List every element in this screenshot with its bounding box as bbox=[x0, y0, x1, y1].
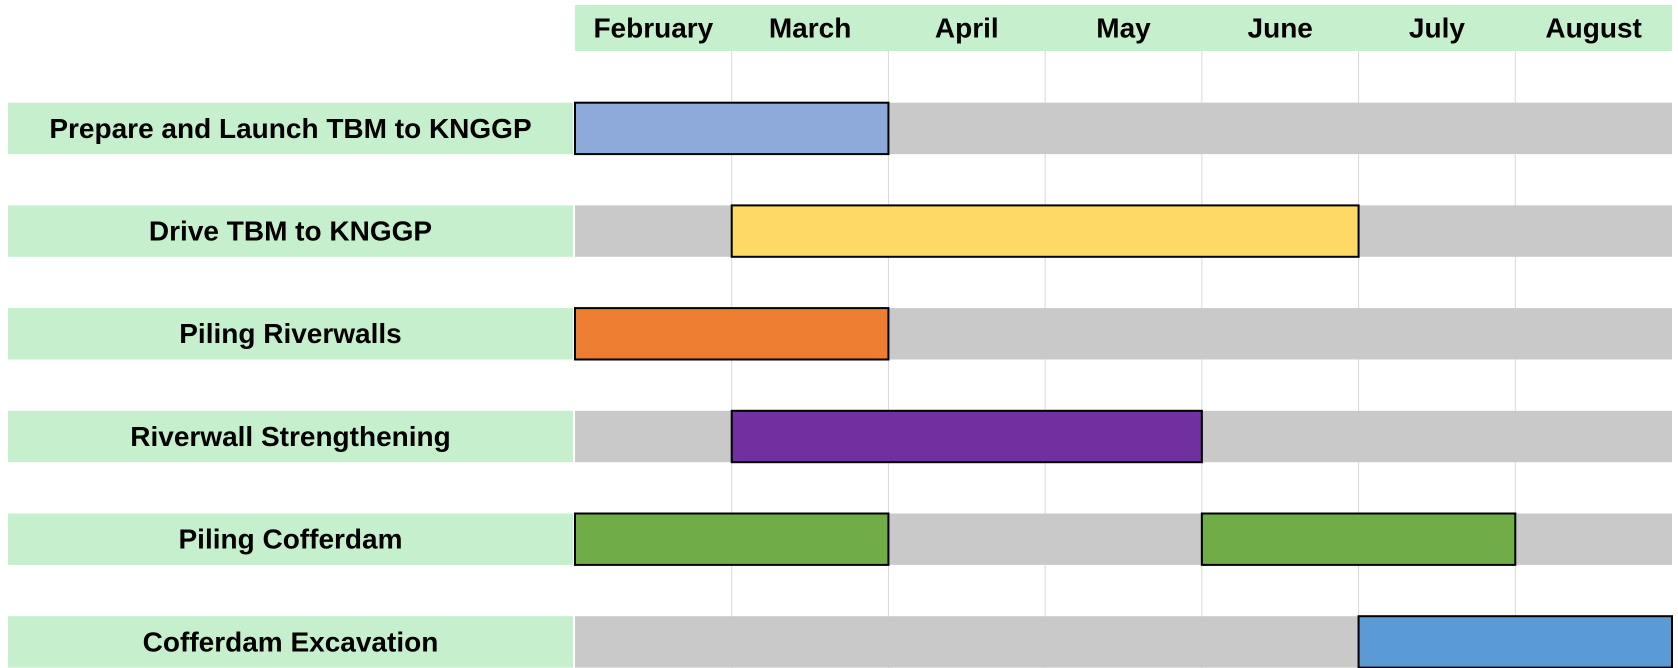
header-band bbox=[575, 5, 1672, 51]
task-bar bbox=[1200, 512, 1517, 566]
task-label-band bbox=[8, 308, 573, 360]
task-label-band bbox=[8, 102, 573, 155]
task-label: Drive TBM to KNGGP bbox=[149, 215, 432, 246]
month-label: June bbox=[1248, 12, 1313, 43]
task-bar bbox=[730, 409, 1203, 464]
month-label: April bbox=[935, 12, 999, 43]
task-label: Riverwall Strengthening bbox=[130, 421, 451, 452]
task-label: Piling Cofferdam bbox=[178, 524, 402, 555]
task-label-band bbox=[8, 410, 573, 463]
task-label: Cofferdam Excavation bbox=[143, 626, 439, 657]
month-label: August bbox=[1545, 12, 1641, 43]
task-bar bbox=[574, 101, 890, 156]
task-label: Prepare and Launch TBM to KNGGP bbox=[49, 113, 531, 144]
month-label: February bbox=[593, 12, 713, 43]
month-label: May bbox=[1096, 12, 1151, 43]
task-bar bbox=[574, 512, 890, 566]
task-label: Piling Riverwalls bbox=[179, 318, 402, 349]
month-label: July bbox=[1409, 12, 1465, 43]
task-bar bbox=[730, 204, 1360, 258]
task-bar bbox=[574, 307, 890, 361]
month-label: March bbox=[769, 12, 851, 43]
task-bar bbox=[1357, 615, 1673, 668]
task-label-band bbox=[8, 513, 573, 565]
task-label-band bbox=[8, 205, 573, 257]
task-label-band bbox=[8, 616, 573, 668]
